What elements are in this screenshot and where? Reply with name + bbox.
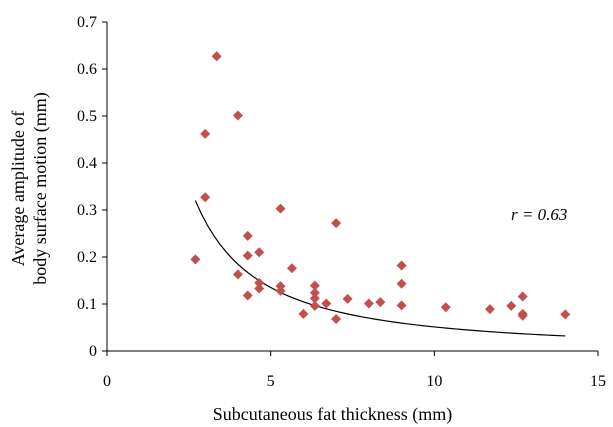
x-tick-label: 5 [267,373,275,390]
data-point [254,247,265,258]
data-point [200,128,211,139]
data-point [275,285,286,296]
data-point [275,203,286,214]
data-point [309,293,320,304]
data-point [254,283,265,294]
data-point [309,300,320,311]
data-point [484,304,495,315]
data-point [363,298,374,309]
data-point [190,254,201,265]
data-point [506,300,517,311]
data-point [200,192,211,203]
data-point [396,300,407,311]
y-tick-label: 0.4 [77,155,97,172]
data-point [517,310,528,321]
data-point [517,291,528,302]
data-point [298,308,309,319]
x-tick-label: 0 [103,373,111,390]
y-tick-label: 0 [89,343,97,360]
data-point [242,230,253,241]
y-axis-title: Average amplitude of body surface motion… [8,92,51,284]
data-point [331,218,342,229]
data-point [232,269,243,280]
data-point [242,290,253,301]
y-tick-label: 0.2 [77,249,97,266]
data-point [342,293,353,304]
x-tick-label: 15 [590,373,606,390]
data-points [190,51,571,325]
data-point [440,302,451,313]
data-point [396,260,407,271]
y-ticks: 0 0.1 0.2 0.3 0.4 0.5 0.6 0.7 [77,14,107,360]
data-point [321,298,332,309]
trendline [194,200,566,337]
y-tick-label: 0.6 [77,61,97,78]
data-point [232,110,243,121]
data-point [309,280,320,291]
axes [106,22,598,352]
data-point [331,314,342,325]
data-point [560,309,571,320]
correlation-annotation: r = 0.63 [511,205,567,224]
trendline-group [194,200,566,337]
y-tick-label: 0.1 [77,296,97,313]
y-tick-label: 0.7 [77,14,97,31]
y-tick-label: 0.5 [77,108,97,125]
y-axis-title-line-1: Average amplitude of [8,111,28,267]
x-tick-label: 10 [426,373,442,390]
x-ticks: 0 5 10 15 [103,351,606,390]
x-axis-title: Subcutaneous fat thickness (mm) [213,404,452,425]
data-point [309,287,320,298]
data-point [375,297,386,308]
y-tick-label: 0.3 [77,202,97,219]
data-point [254,277,265,288]
data-point [286,263,297,274]
data-point [242,250,253,261]
data-point [396,278,407,289]
data-point [211,51,222,62]
y-axis-title-line-2: body surface motion (mm) [30,92,51,284]
